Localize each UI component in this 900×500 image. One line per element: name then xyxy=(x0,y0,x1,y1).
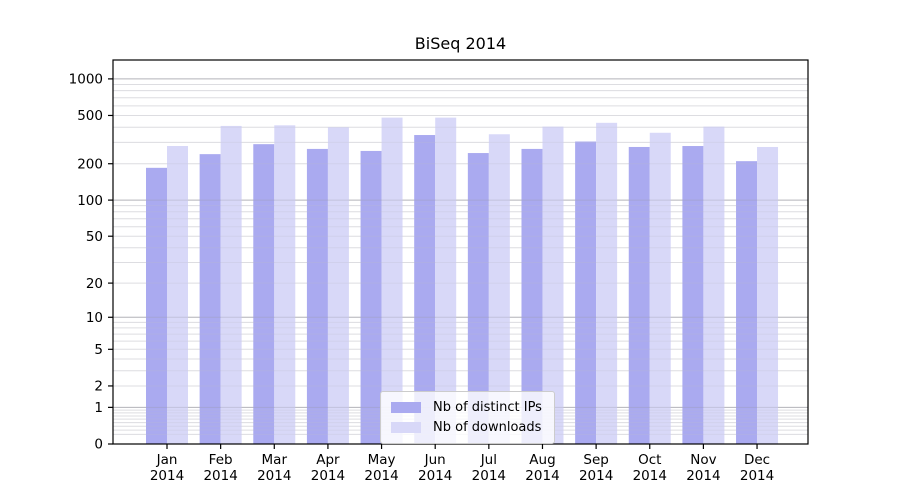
legend: Nb of distinct IPs Nb of downloads xyxy=(380,391,555,444)
bar-downloads-mar xyxy=(274,125,296,445)
x-tick-label-month: Aug xyxy=(529,452,555,468)
y-tick-label: 5 xyxy=(94,342,103,358)
bar-downloads-oct xyxy=(649,132,671,444)
bars xyxy=(146,117,779,445)
y-tick-label: 10 xyxy=(86,310,103,326)
bar-ips-aug xyxy=(521,148,543,444)
x-tick-label-year: 2014 xyxy=(525,468,559,484)
bar-ips-dec xyxy=(736,161,758,444)
legend-item-downloads: Nb of downloads xyxy=(391,417,542,437)
y-tick-label: 1000 xyxy=(69,72,103,88)
bar-downloads-apr xyxy=(327,127,349,444)
x-tick-label-year: 2014 xyxy=(257,468,291,484)
x-tick-label-month: Jun xyxy=(424,452,446,468)
bar-downloads-aug xyxy=(542,126,564,445)
legend-label-downloads: Nb of downloads xyxy=(433,419,542,435)
x-tick-label-year: 2014 xyxy=(203,468,237,484)
x-tick-label-year: 2014 xyxy=(150,468,184,484)
y-tick-label: 1 xyxy=(94,400,103,416)
legend-swatch-distinct-ips xyxy=(391,401,421,413)
y-tick-label: 20 xyxy=(86,276,103,292)
legend-label-distinct-ips: Nb of distinct IPs xyxy=(433,399,542,415)
bar-ips-feb xyxy=(199,154,221,444)
x-tick-label-month: Nov xyxy=(690,452,716,468)
bar-ips-apr xyxy=(306,148,328,444)
x-tick-label-year: 2014 xyxy=(311,468,345,484)
x-tick-label-month: Feb xyxy=(209,452,233,468)
bar-ips-oct xyxy=(628,146,650,445)
bar-downloads-jan xyxy=(167,146,188,444)
x-tick-label-month: Dec xyxy=(744,452,770,468)
bar-ips-nov xyxy=(682,146,704,444)
bar-downloads-nov xyxy=(703,126,725,445)
x-tick-label-year: 2014 xyxy=(686,468,720,484)
x-tick-label-month: Oct xyxy=(638,452,661,468)
legend-item-distinct-ips: Nb of distinct IPs xyxy=(391,397,542,417)
plot-area: 01251020501002005001000Jan2014Feb2014Mar… xyxy=(69,59,809,484)
y-tick-label: 2 xyxy=(94,379,103,395)
bar-ips-jan xyxy=(146,167,167,444)
plot-border xyxy=(112,59,809,445)
y-tick-label: 500 xyxy=(77,108,103,124)
bar-downloads-jun xyxy=(435,117,457,444)
y-tick-label: 200 xyxy=(77,156,103,172)
x-tick-label-month: Mar xyxy=(262,452,288,468)
bar-downloads-dec xyxy=(757,146,779,445)
legend-swatch-downloads xyxy=(391,421,421,433)
y-tick-label: 0 xyxy=(94,437,103,453)
bar-downloads-feb xyxy=(220,125,242,445)
bar-ips-sep xyxy=(575,141,597,444)
x-tick-label-year: 2014 xyxy=(633,468,667,484)
x-tick-label-month: Jul xyxy=(480,452,497,468)
chart-title: BiSeq 2014 xyxy=(414,34,507,53)
x-tick-label-year: 2014 xyxy=(472,468,506,484)
bar-downloads-jul xyxy=(488,134,510,444)
x-tick-label-month: May xyxy=(368,452,396,468)
bar-ips-mar xyxy=(253,144,275,444)
x-tick-label-month: Sep xyxy=(583,452,608,468)
x-tick-label-year: 2014 xyxy=(740,468,774,484)
y-tick-label: 100 xyxy=(77,193,103,209)
bar-downloads-sep xyxy=(596,122,618,444)
x-tick-label-year: 2014 xyxy=(364,468,398,484)
bar-ips-may xyxy=(360,150,382,445)
x-tick-label-year: 2014 xyxy=(579,468,613,484)
x-tick-label-month: Jan xyxy=(156,452,178,468)
bar-downloads-may xyxy=(381,117,403,444)
x-tick-label-month: Apr xyxy=(316,452,340,468)
bar-ips-jun xyxy=(414,135,436,444)
bar-ips-jul xyxy=(467,153,489,445)
x-tick-label-year: 2014 xyxy=(418,468,452,484)
y-tick-label: 50 xyxy=(86,229,103,245)
